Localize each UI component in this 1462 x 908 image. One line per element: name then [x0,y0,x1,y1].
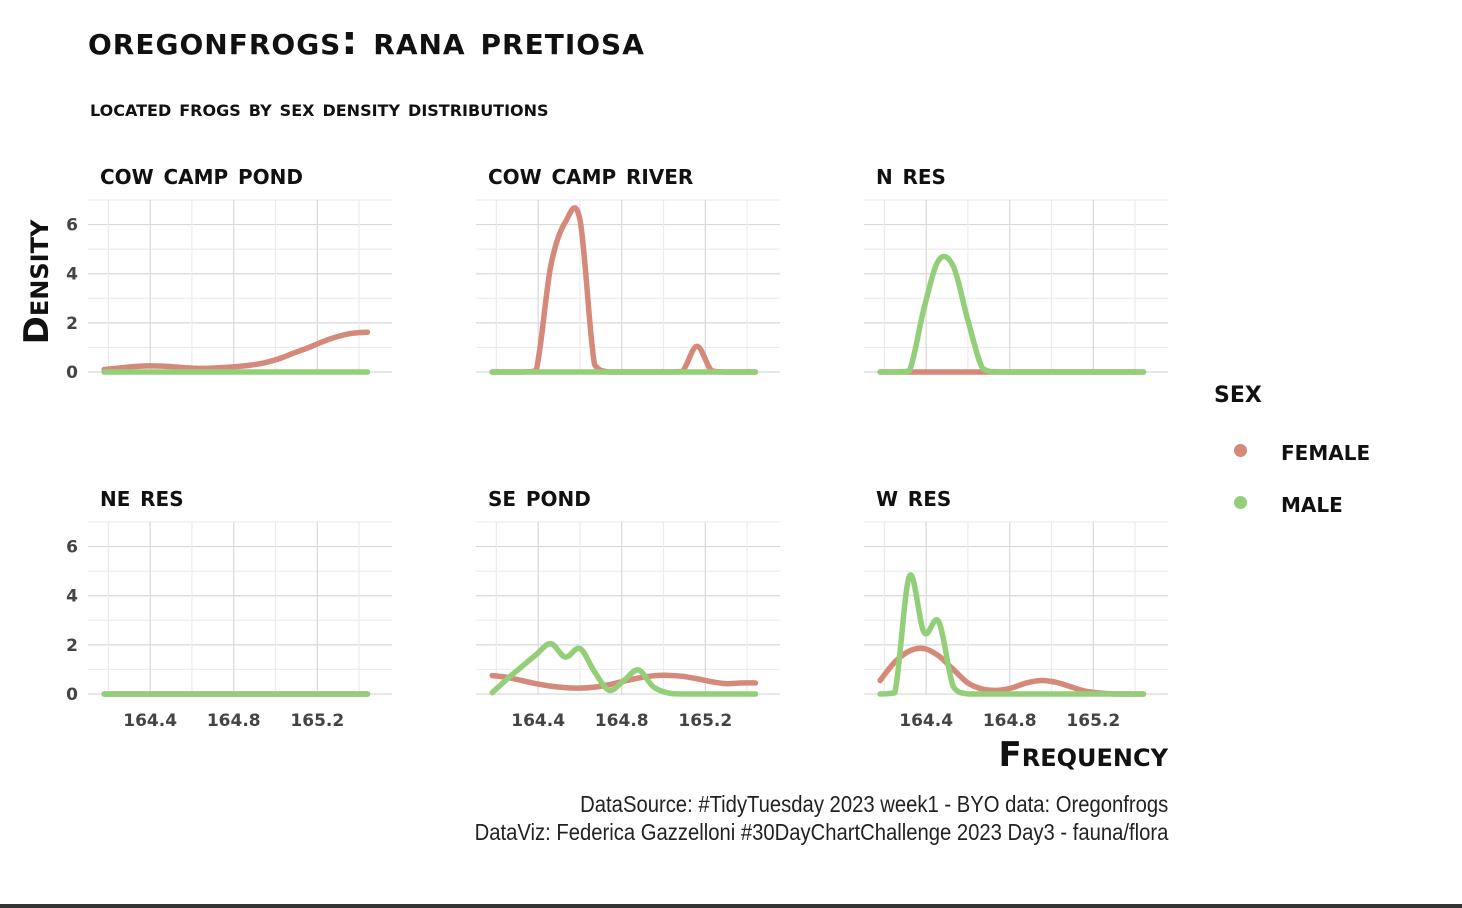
panel-title-n-res: N Res [876,158,946,191]
panel-se-pond: SE Pond 164.4 164.8 165.2 [476,480,780,731]
y-tick-label: 6 [66,216,78,236]
legend: sex Female Male [1214,372,1370,519]
x-axis-title: Frequency [999,735,1169,775]
y-tick-label: 6 [66,538,78,558]
panel-title-se-pond: SE Pond [488,480,591,513]
legend-swatch-female [1234,444,1247,457]
density-line-male [877,253,1147,375]
x-tick-label: 164.8 [983,711,1037,731]
panel-title-cow-camp-pond: Cow Camp Pond [100,158,303,191]
density-line-male [489,640,759,697]
y-tick-label: 4 [66,265,78,285]
panel-cow-camp-river: Cow Camp River [476,158,780,375]
panel-cow-camp-pond: Cow Camp Pond 0 2 4 6 [66,158,392,383]
x-tick-label: 164.8 [595,711,649,731]
x-tick-label: 164.4 [511,711,565,731]
x-tick-label: 165.2 [678,711,732,731]
chart-title: OregonFrogs: Rana Pretiosa [88,18,645,64]
caption-credit: DataViz: Federica Gazzelloni #30DayChart… [474,819,1168,845]
panel-n-res: N Res [864,158,1168,375]
legend-item-male: Male [1214,486,1343,519]
legend-label-female: Female [1281,434,1371,467]
caption-source: DataSource: #TidyTuesday 2023 week1 - BY… [579,791,1168,817]
bottom-border [0,904,1462,908]
chart-subtitle: located frogs by sex density distributio… [90,96,549,122]
y-axis-title: Density [17,219,57,344]
x-tick-label: 164.4 [899,711,953,731]
x-tick-label: 165.2 [290,711,344,731]
panel-ne-res: NE Res 0 2 4 6 164.4 164.8 165.2 [66,480,392,731]
panel-w-res: W Res 164.4 164.8 165.2 [864,480,1168,731]
x-tick-label: 164.8 [207,711,261,731]
density-line-female [877,645,1147,697]
panel-title-w-res: W Res [876,480,951,513]
y-tick-label: 4 [66,587,78,607]
legend-item-female: Female [1214,434,1370,467]
legend-swatch-male [1234,496,1247,509]
x-tick-label: 164.4 [123,711,177,731]
y-tick-label: 2 [66,314,78,334]
legend-label-male: Male [1281,486,1343,519]
y-tick-label: 0 [66,685,78,705]
density-line-male [877,572,1147,697]
y-tick-label: 2 [66,636,78,656]
y-tick-label: 0 [66,363,78,383]
x-tick-label: 165.2 [1066,711,1120,731]
density-line-female [101,329,371,373]
panel-title-ne-res: NE Res [100,480,184,513]
panel-title-cow-camp-river: Cow Camp River [488,158,693,191]
legend-title: sex [1214,372,1262,410]
